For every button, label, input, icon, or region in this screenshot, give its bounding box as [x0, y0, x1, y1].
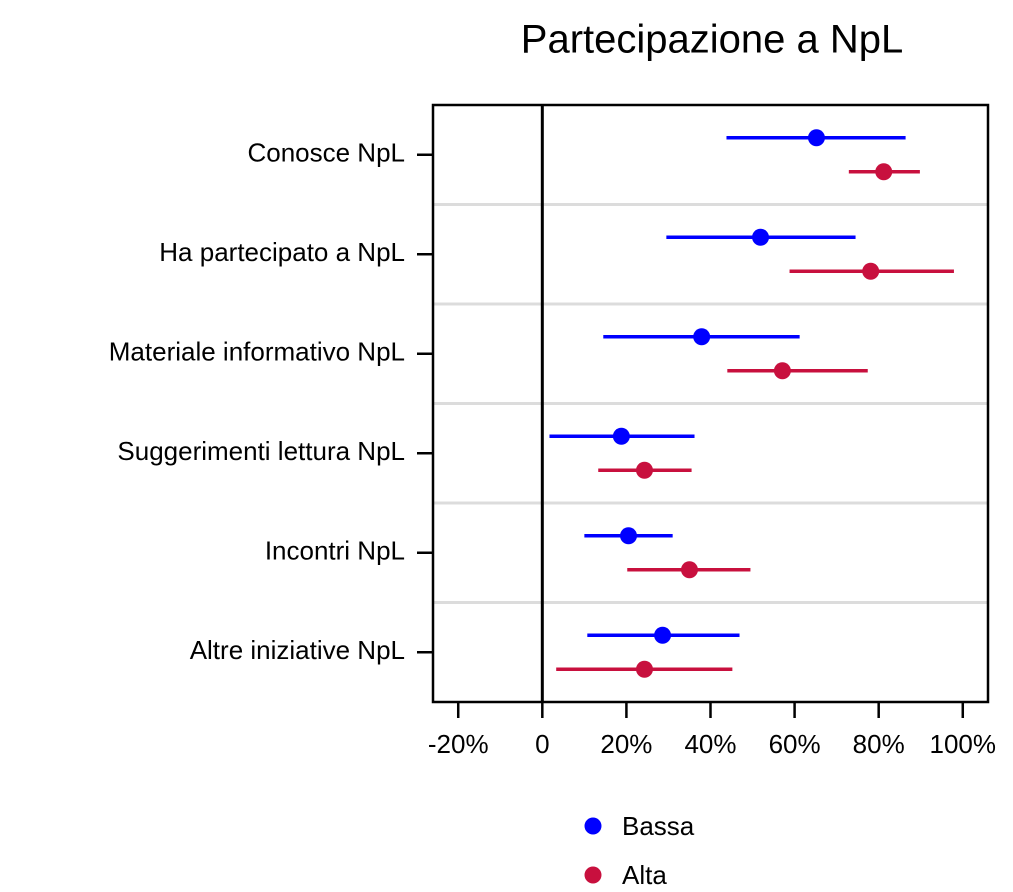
y-tick-label: Incontri NpL [265, 536, 405, 566]
y-tick-label: Ha partecipato a NpL [159, 237, 405, 267]
legend-marker [584, 817, 602, 835]
legend-label: Bassa [622, 811, 695, 841]
dot [693, 328, 711, 346]
x-tick-label: 0 [535, 729, 549, 759]
dot [773, 362, 791, 380]
x-tick-label: 40% [684, 729, 736, 759]
x-tick-label: 60% [769, 729, 821, 759]
dot [862, 262, 880, 280]
dot [654, 626, 672, 644]
dot [807, 129, 825, 147]
y-tick-label: Materiale informativo NpL [109, 337, 405, 367]
chart-title: Partecipazione a NpL [521, 18, 903, 62]
dot [752, 228, 770, 246]
dot [612, 427, 630, 445]
dot [635, 461, 653, 479]
legend-label: Alta [622, 860, 667, 890]
y-tick-label: Suggerimenti lettura NpL [117, 436, 405, 466]
dot [680, 561, 698, 579]
x-tick-label: 20% [600, 729, 652, 759]
x-tick-label: 100% [930, 729, 997, 759]
legend-marker [584, 866, 602, 884]
dot [875, 163, 893, 181]
dot [635, 660, 653, 678]
y-tick-label: Conosce NpL [247, 138, 405, 168]
x-tick-label: -20% [428, 729, 489, 759]
dot [620, 527, 638, 545]
x-tick-label: 80% [853, 729, 905, 759]
y-tick-label: Altre iniziative NpL [190, 635, 405, 665]
